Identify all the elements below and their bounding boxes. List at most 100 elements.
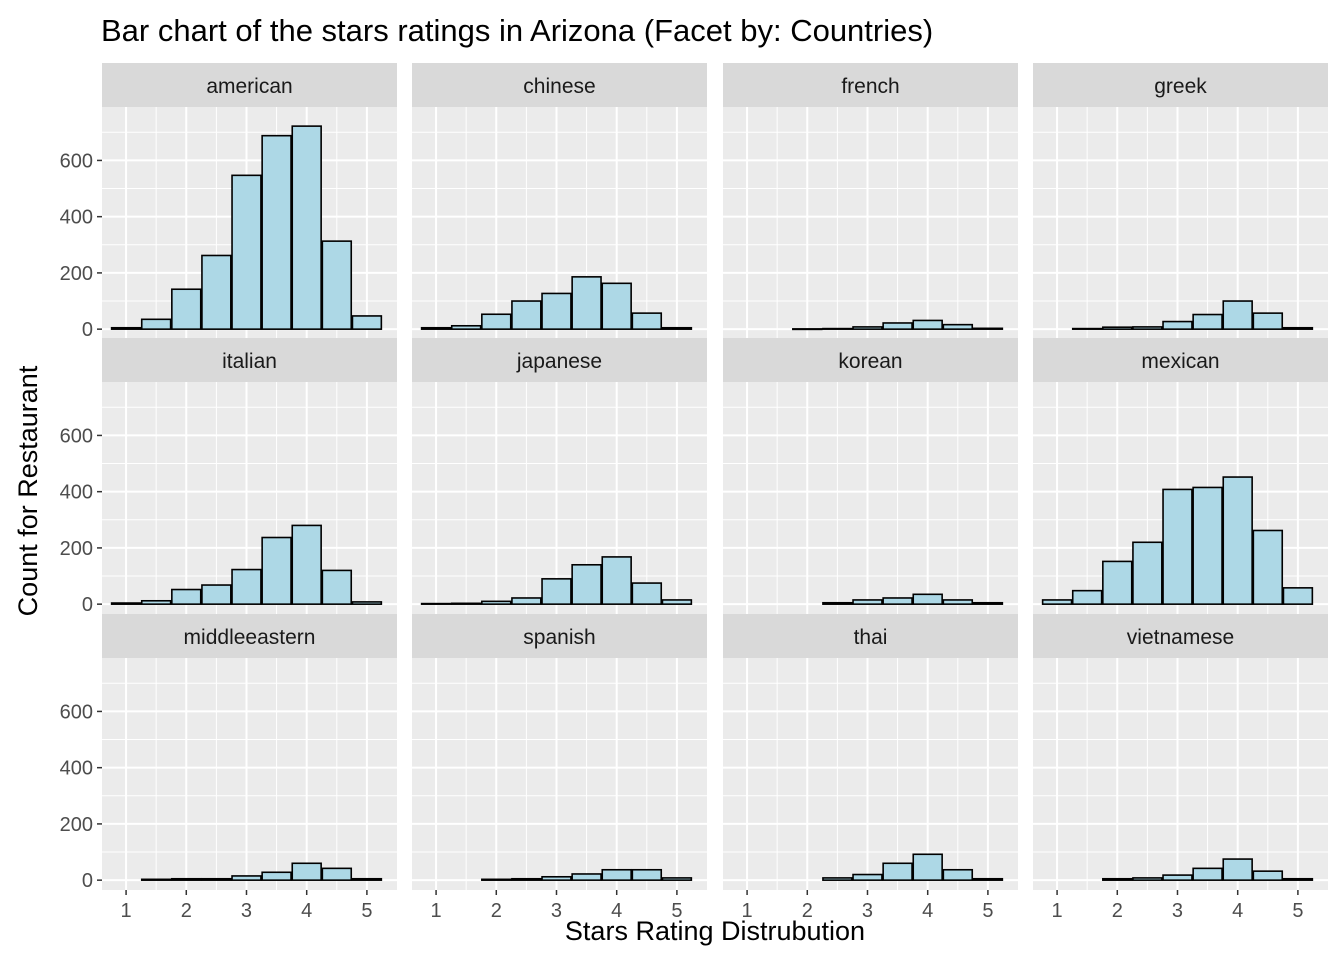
bar — [1102, 877, 1133, 881]
facet-italian: italian 0 200 400 600 — [60, 338, 397, 616]
facet-strip — [1033, 63, 1328, 107]
bar — [942, 323, 974, 330]
facet-middleeastern: middleeastern 0 200 400 600 1 2 3 4 5 — [60, 614, 397, 922]
bar — [601, 282, 632, 330]
bar — [110, 326, 142, 330]
panel-background — [412, 658, 707, 890]
bar — [291, 524, 322, 605]
bar — [420, 326, 452, 330]
facet-strip — [412, 63, 707, 107]
bar — [972, 877, 1004, 881]
bar — [661, 877, 693, 881]
facet-strip — [1033, 338, 1328, 382]
bar — [541, 875, 572, 881]
facet-strip — [102, 63, 397, 107]
facet-greek: greek — [1033, 63, 1328, 339]
bar — [321, 569, 353, 605]
y-axis-title: Count for Restaurant — [13, 365, 43, 616]
bar — [171, 288, 202, 330]
x-tick-label: 3 — [551, 900, 562, 922]
facet-spanish: spanish 1 2 3 4 5 — [412, 614, 707, 922]
panel-background — [1033, 107, 1328, 339]
bar — [1132, 541, 1163, 605]
facet-label: italian — [222, 350, 277, 373]
bar — [321, 240, 353, 330]
bar — [631, 312, 663, 330]
bar — [1102, 326, 1133, 330]
bar — [481, 313, 512, 330]
x-tick-label: 3 — [241, 900, 252, 922]
y-tick-label: 600 — [60, 425, 93, 447]
bar — [450, 324, 482, 330]
facet-french: french — [723, 63, 1018, 339]
bar — [571, 563, 602, 605]
x-tick-label: 2 — [802, 900, 813, 922]
facet-label: vietnamese — [1127, 626, 1234, 649]
bar — [1222, 858, 1253, 881]
x-tick-label: 5 — [671, 900, 682, 922]
bar — [321, 867, 353, 881]
facet-label: japanese — [516, 350, 602, 373]
bar — [1252, 870, 1284, 881]
bar — [601, 556, 632, 605]
bar — [1071, 327, 1103, 330]
y-tick-label: 400 — [60, 207, 93, 229]
x-tick-label: 4 — [611, 900, 622, 922]
x-tick-label: 1 — [742, 900, 753, 922]
facet-label: american — [206, 75, 292, 98]
bar — [822, 601, 853, 605]
bar — [1041, 599, 1073, 605]
x-tick-label: 4 — [301, 900, 312, 922]
bar — [261, 871, 292, 881]
y-tick-label: 0 — [82, 594, 93, 616]
facet-label: korean — [838, 350, 902, 373]
facet-strip — [412, 614, 707, 658]
bar — [481, 600, 512, 605]
bar — [1282, 587, 1314, 605]
bar — [601, 868, 632, 881]
bar — [1192, 867, 1223, 881]
chart-title: Bar chart of the stars ratings in Arizon… — [101, 13, 933, 48]
bar — [1162, 488, 1193, 605]
bar — [912, 319, 943, 330]
bar — [1192, 486, 1223, 605]
x-axis-title: Stars Rating Distrubution — [565, 916, 865, 946]
y-tick-label: 400 — [60, 758, 93, 780]
bar — [140, 599, 172, 605]
bar — [1162, 320, 1193, 330]
facet-label: middleeastern — [184, 626, 316, 649]
facet-japanese: japanese — [412, 338, 707, 614]
facet-korean: korean — [723, 338, 1018, 614]
bar — [972, 601, 1004, 605]
bar — [231, 875, 262, 881]
bar — [511, 300, 542, 330]
bar — [882, 862, 913, 881]
y-tick-label: 200 — [60, 814, 93, 836]
x-tick-label: 3 — [1172, 900, 1183, 922]
bar — [1252, 312, 1284, 330]
bar — [201, 254, 232, 330]
x-tick-label: 1 — [431, 900, 442, 922]
bar — [571, 873, 602, 881]
bar — [541, 578, 572, 605]
bar — [1071, 589, 1103, 605]
x-tick-label: 5 — [1292, 900, 1303, 922]
bar — [912, 593, 943, 605]
facet-strip — [723, 338, 1018, 382]
x-tick-label: 1 — [1052, 900, 1063, 922]
bar — [450, 602, 482, 605]
bar — [511, 877, 542, 881]
bar — [140, 878, 172, 881]
bar — [882, 322, 913, 330]
panel-background — [412, 382, 707, 614]
bar — [420, 602, 452, 605]
y-tick-label: 0 — [82, 319, 93, 341]
bar — [231, 568, 262, 605]
bar — [1222, 300, 1253, 330]
bar — [1282, 326, 1314, 330]
bar — [1252, 529, 1284, 605]
facet-label: french — [841, 75, 899, 98]
facet-label: spanish — [523, 626, 595, 649]
